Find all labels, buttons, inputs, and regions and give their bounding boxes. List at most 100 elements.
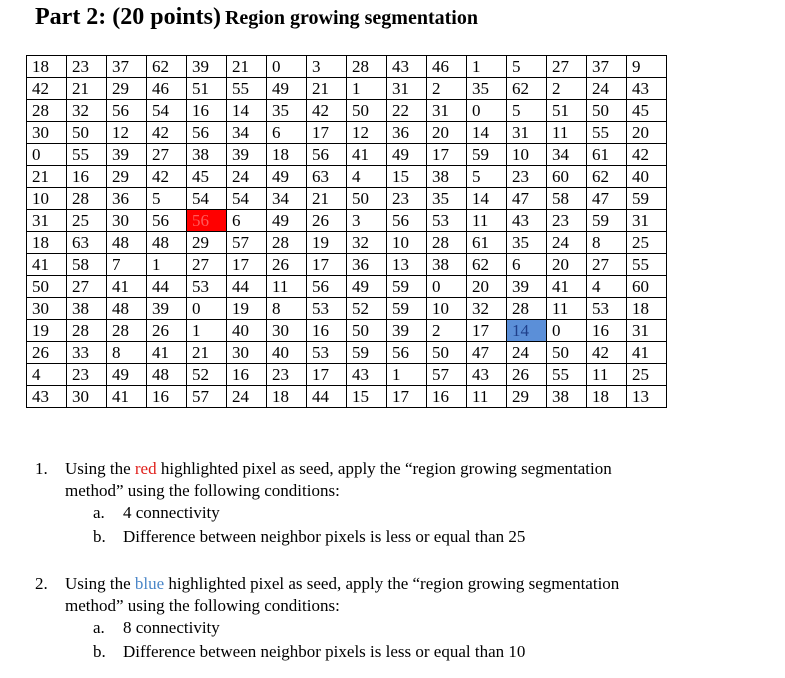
grid-row: 42 21 29 46 51 55 49 21 1 31 2 35 62 2 24 43	[26, 77, 667, 100]
grid-cell: 50	[346, 319, 387, 342]
grid-cell: 50	[546, 341, 587, 364]
grid-cell: 14	[466, 121, 507, 144]
grid-cell: 42	[146, 121, 187, 144]
grid-cell: 16	[306, 319, 347, 342]
grid-cell: 8	[586, 231, 627, 254]
grid-cell: 26	[266, 253, 307, 276]
grid-cell: 43	[386, 55, 427, 78]
grid-cell: 59	[386, 297, 427, 320]
question-2-text-before: Using the	[65, 574, 135, 593]
grid-cell: 32	[66, 99, 107, 122]
grid-cell: 51	[546, 99, 587, 122]
grid-row: 41 58 7 1 27 17 26 17 36 13 38 62 6 20 27 55	[26, 253, 667, 276]
grid-cell: 44	[226, 275, 267, 298]
seed-cell-red: 56	[186, 209, 227, 232]
question-1-text-after: highlighted pixel as seed, apply the “re…	[156, 459, 612, 478]
grid-cell: 13	[386, 253, 427, 276]
grid-cell: 47	[586, 187, 627, 210]
grid-cell: 34	[266, 187, 307, 210]
grid-cell: 20	[466, 275, 507, 298]
grid-cell: 6	[226, 209, 267, 232]
grid-cell: 4	[346, 165, 387, 188]
grid-cell: 59	[626, 187, 667, 210]
grid-cell: 28	[26, 99, 67, 122]
grid-cell: 49	[106, 363, 147, 386]
grid-cell: 15	[386, 165, 427, 188]
grid-cell: 46	[426, 55, 467, 78]
grid-cell: 59	[466, 143, 507, 166]
grid-row: 43 30 41 16 57 24 18 44 15 17 16 11 29 38 18 13	[26, 385, 667, 408]
grid-cell: 48	[106, 231, 147, 254]
grid-cell: 28	[426, 231, 467, 254]
grid-cell: 12	[346, 121, 387, 144]
grid-cell: 33	[66, 341, 107, 364]
question-1-cond-b-text: Difference between neighbor pixels is le…	[123, 527, 526, 546]
grid-cell: 18	[626, 297, 667, 320]
grid-cell: 15	[346, 385, 387, 408]
grid-cell: 2	[546, 77, 587, 100]
grid-cell: 9	[626, 55, 667, 78]
grid-cell: 38	[186, 143, 227, 166]
question-2-number: 2.	[35, 574, 48, 593]
grid-cell: 18	[586, 385, 627, 408]
grid-cell: 41	[626, 341, 667, 364]
grid-cell: 53	[186, 275, 227, 298]
grid-cell: 32	[466, 297, 507, 320]
grid-cell: 39	[226, 143, 267, 166]
grid-cell: 62	[466, 253, 507, 276]
grid-cell: 0	[26, 143, 67, 166]
grid-cell: 60	[626, 275, 667, 298]
grid-cell: 47	[466, 341, 507, 364]
grid-cell: 23	[386, 187, 427, 210]
grid-cell: 56	[306, 275, 347, 298]
grid-cell: 47	[506, 187, 547, 210]
grid-cell: 49	[266, 77, 307, 100]
grid-cell: 1	[386, 363, 427, 386]
grid-cell: 48	[106, 297, 147, 320]
grid-cell: 53	[586, 297, 627, 320]
grid-cell: 28	[346, 55, 387, 78]
question-2-cond-b-label: b.	[93, 642, 106, 661]
grid-cell: 61	[466, 231, 507, 254]
grid-cell: 61	[586, 143, 627, 166]
grid-cell: 54	[186, 187, 227, 210]
grid-cell: 57	[186, 385, 227, 408]
grid-cell: 2	[426, 319, 467, 342]
grid-cell: 44	[146, 275, 187, 298]
grid-cell: 42	[26, 77, 67, 100]
seed-cell-blue: 14	[506, 319, 547, 342]
grid-cell: 59	[586, 209, 627, 232]
grid-cell: 39	[146, 297, 187, 320]
grid-cell: 10	[386, 231, 427, 254]
grid-cell: 48	[146, 363, 187, 386]
grid-cell: 29	[106, 165, 147, 188]
grid-row: 10 28 36 5 54 54 34 21 50 23 35 14 47 58 47 59	[26, 187, 667, 210]
grid-cell: 23	[506, 165, 547, 188]
grid-cell: 16	[186, 99, 227, 122]
grid-cell: 53	[306, 297, 347, 320]
grid-cell: 56	[186, 121, 227, 144]
grid-cell: 23	[266, 363, 307, 386]
grid-cell: 43	[506, 209, 547, 232]
grid-cell: 5	[506, 99, 547, 122]
grid-cell: 34	[226, 121, 267, 144]
grid-cell: 36	[346, 253, 387, 276]
grid-cell: 17	[466, 319, 507, 342]
grid-cell: 63	[66, 231, 107, 254]
question-2-cond-b-text: Difference between neighbor pixels is le…	[123, 642, 526, 661]
grid-cell: 34	[546, 143, 587, 166]
grid-cell: 54	[226, 187, 267, 210]
grid-cell: 53	[426, 209, 467, 232]
grid-cell: 6	[266, 121, 307, 144]
grid-cell: 46	[146, 77, 187, 100]
question-1-cond-a-label: a.	[93, 503, 105, 522]
grid-cell: 30	[26, 121, 67, 144]
grid-cell: 18	[26, 55, 67, 78]
grid-cell: 11	[466, 385, 507, 408]
grid-cell: 16	[426, 385, 467, 408]
grid-cell: 50	[346, 99, 387, 122]
grid-cell: 49	[266, 209, 307, 232]
grid-cell: 41	[346, 143, 387, 166]
grid-cell: 17	[306, 253, 347, 276]
grid-cell: 44	[306, 385, 347, 408]
